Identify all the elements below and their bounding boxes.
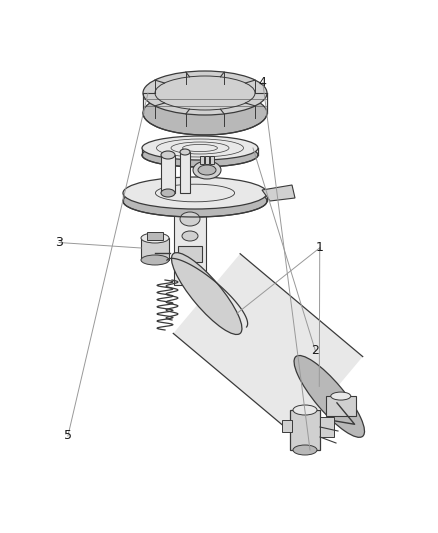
FancyBboxPatch shape bbox=[210, 156, 214, 164]
Ellipse shape bbox=[141, 233, 169, 243]
Polygon shape bbox=[262, 185, 295, 201]
FancyBboxPatch shape bbox=[147, 232, 163, 240]
Ellipse shape bbox=[294, 356, 364, 438]
Text: 4: 4 bbox=[259, 76, 267, 89]
Ellipse shape bbox=[123, 185, 267, 217]
Text: 2: 2 bbox=[311, 344, 319, 357]
Ellipse shape bbox=[143, 71, 267, 115]
FancyBboxPatch shape bbox=[178, 246, 202, 262]
FancyBboxPatch shape bbox=[320, 417, 334, 437]
FancyBboxPatch shape bbox=[161, 155, 175, 193]
Ellipse shape bbox=[142, 143, 258, 167]
Ellipse shape bbox=[180, 149, 190, 155]
Text: 5: 5 bbox=[64, 430, 72, 442]
Ellipse shape bbox=[172, 253, 242, 335]
FancyBboxPatch shape bbox=[205, 156, 209, 164]
Text: 1: 1 bbox=[316, 241, 324, 254]
FancyBboxPatch shape bbox=[326, 396, 356, 416]
FancyBboxPatch shape bbox=[174, 201, 206, 285]
Ellipse shape bbox=[193, 161, 221, 179]
Ellipse shape bbox=[123, 177, 267, 209]
Ellipse shape bbox=[161, 151, 175, 159]
Polygon shape bbox=[173, 254, 363, 436]
Ellipse shape bbox=[293, 405, 317, 415]
FancyBboxPatch shape bbox=[290, 410, 320, 450]
Ellipse shape bbox=[141, 255, 169, 265]
Ellipse shape bbox=[293, 445, 317, 455]
Ellipse shape bbox=[143, 91, 267, 135]
Ellipse shape bbox=[180, 212, 200, 226]
Text: 3: 3 bbox=[55, 236, 63, 249]
Ellipse shape bbox=[142, 136, 258, 160]
Ellipse shape bbox=[161, 189, 175, 197]
Ellipse shape bbox=[198, 165, 216, 175]
FancyBboxPatch shape bbox=[282, 420, 292, 432]
FancyBboxPatch shape bbox=[180, 152, 190, 193]
FancyBboxPatch shape bbox=[200, 156, 204, 164]
Ellipse shape bbox=[331, 392, 351, 400]
Ellipse shape bbox=[182, 231, 198, 241]
FancyBboxPatch shape bbox=[141, 238, 169, 260]
